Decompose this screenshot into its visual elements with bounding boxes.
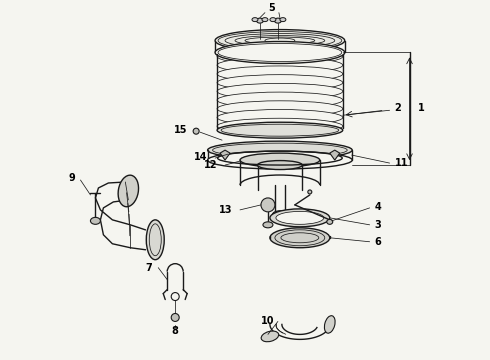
Ellipse shape — [215, 41, 345, 63]
Text: 2: 2 — [394, 103, 401, 113]
Ellipse shape — [263, 222, 273, 228]
Text: 3: 3 — [375, 220, 381, 230]
Ellipse shape — [257, 161, 302, 170]
Text: 6: 6 — [375, 237, 381, 247]
Ellipse shape — [252, 18, 258, 22]
Polygon shape — [220, 150, 230, 160]
Ellipse shape — [327, 219, 333, 224]
Ellipse shape — [217, 75, 343, 91]
Ellipse shape — [256, 18, 264, 23]
Ellipse shape — [171, 293, 179, 301]
Polygon shape — [330, 150, 340, 160]
Ellipse shape — [270, 18, 276, 22]
Ellipse shape — [217, 92, 343, 108]
Ellipse shape — [193, 128, 199, 134]
Ellipse shape — [262, 18, 268, 22]
Text: 13: 13 — [219, 205, 232, 215]
Text: 8: 8 — [172, 327, 179, 336]
Ellipse shape — [217, 49, 343, 64]
Ellipse shape — [171, 314, 179, 321]
Ellipse shape — [217, 84, 343, 99]
Text: 9: 9 — [69, 173, 75, 183]
Ellipse shape — [274, 18, 281, 23]
Ellipse shape — [217, 118, 343, 134]
Ellipse shape — [217, 101, 343, 117]
Text: 4: 4 — [375, 202, 381, 212]
Ellipse shape — [208, 141, 352, 159]
Ellipse shape — [118, 175, 139, 207]
Ellipse shape — [270, 228, 330, 248]
Text: 7: 7 — [146, 263, 152, 273]
Ellipse shape — [324, 316, 335, 333]
Ellipse shape — [261, 198, 275, 212]
Ellipse shape — [208, 151, 352, 169]
Ellipse shape — [240, 153, 320, 167]
Ellipse shape — [91, 217, 100, 224]
Ellipse shape — [270, 209, 330, 227]
Ellipse shape — [217, 122, 343, 138]
Text: 14: 14 — [194, 152, 207, 162]
Ellipse shape — [217, 109, 343, 126]
Text: 5: 5 — [269, 3, 275, 13]
Text: 15: 15 — [173, 125, 187, 135]
Ellipse shape — [261, 331, 279, 342]
Ellipse shape — [308, 190, 312, 194]
Ellipse shape — [147, 220, 164, 260]
Ellipse shape — [280, 18, 286, 22]
Ellipse shape — [276, 211, 324, 224]
Text: 12: 12 — [203, 160, 217, 170]
Ellipse shape — [217, 66, 343, 82]
Ellipse shape — [217, 57, 343, 73]
Text: 10: 10 — [261, 316, 275, 327]
Text: 1: 1 — [417, 103, 424, 113]
Text: 11: 11 — [394, 158, 408, 168]
Ellipse shape — [272, 211, 287, 219]
Ellipse shape — [215, 30, 345, 51]
